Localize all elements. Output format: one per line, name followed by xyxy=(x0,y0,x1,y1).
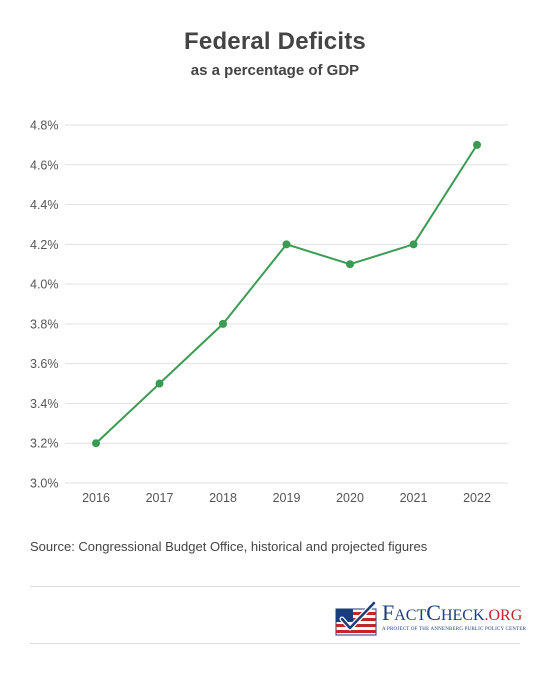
x-tick-label: 2020 xyxy=(336,491,364,505)
data-point xyxy=(409,240,418,249)
divider-bottom xyxy=(30,643,520,644)
x-tick-label: 2017 xyxy=(146,491,174,505)
logo-tagline: A PROJECT OF THE ANNENBERG PUBLIC POLICY… xyxy=(382,627,527,632)
x-tick-label: 2021 xyxy=(400,491,428,505)
y-tick-label: 4.0% xyxy=(30,278,59,292)
data-point xyxy=(346,260,354,269)
data-point xyxy=(92,439,100,448)
chart-title: Federal Deficits xyxy=(184,28,366,55)
x-tick-label: 2018 xyxy=(209,491,237,505)
series-line xyxy=(95,144,478,444)
logo-wordmark: FACTCHECK.ORG xyxy=(382,600,523,625)
y-tick-label: 3.8% xyxy=(30,317,59,331)
y-tick-label: 4.4% xyxy=(30,198,59,212)
y-tick-label: 4.8% xyxy=(30,119,59,133)
data-point xyxy=(282,240,291,249)
factcheck-logo: FACTCHECK.ORG A PROJECT OF THE ANNENBERG… xyxy=(334,600,526,639)
flag-check-icon xyxy=(335,601,377,636)
y-tick-label: 3.0% xyxy=(30,477,59,491)
x-tick-label: 2019 xyxy=(273,491,301,505)
chart-subtitle: as a percentage of GDP xyxy=(190,62,360,79)
data-point xyxy=(219,319,227,328)
line-chart: 3.0% 3.2% 3.4% 3.6% 3.8% 4.0% 4.2% 4.4% 4.6% 4.8%… xyxy=(30,119,508,505)
data-point xyxy=(155,379,164,388)
divider-top xyxy=(30,586,520,587)
source-note: Source: Congressional Budget Office, his… xyxy=(30,539,428,554)
y-tick-label: 4.2% xyxy=(30,238,59,252)
data-point xyxy=(473,140,481,149)
y-tick-label: 4.6% xyxy=(30,158,59,172)
y-tick-label: 3.6% xyxy=(30,357,59,371)
x-tick-label: 2016 xyxy=(82,491,110,505)
y-tick-label: 3.4% xyxy=(30,397,59,411)
y-tick-label: 3.2% xyxy=(30,437,59,451)
x-tick-label: 2022 xyxy=(463,491,491,505)
